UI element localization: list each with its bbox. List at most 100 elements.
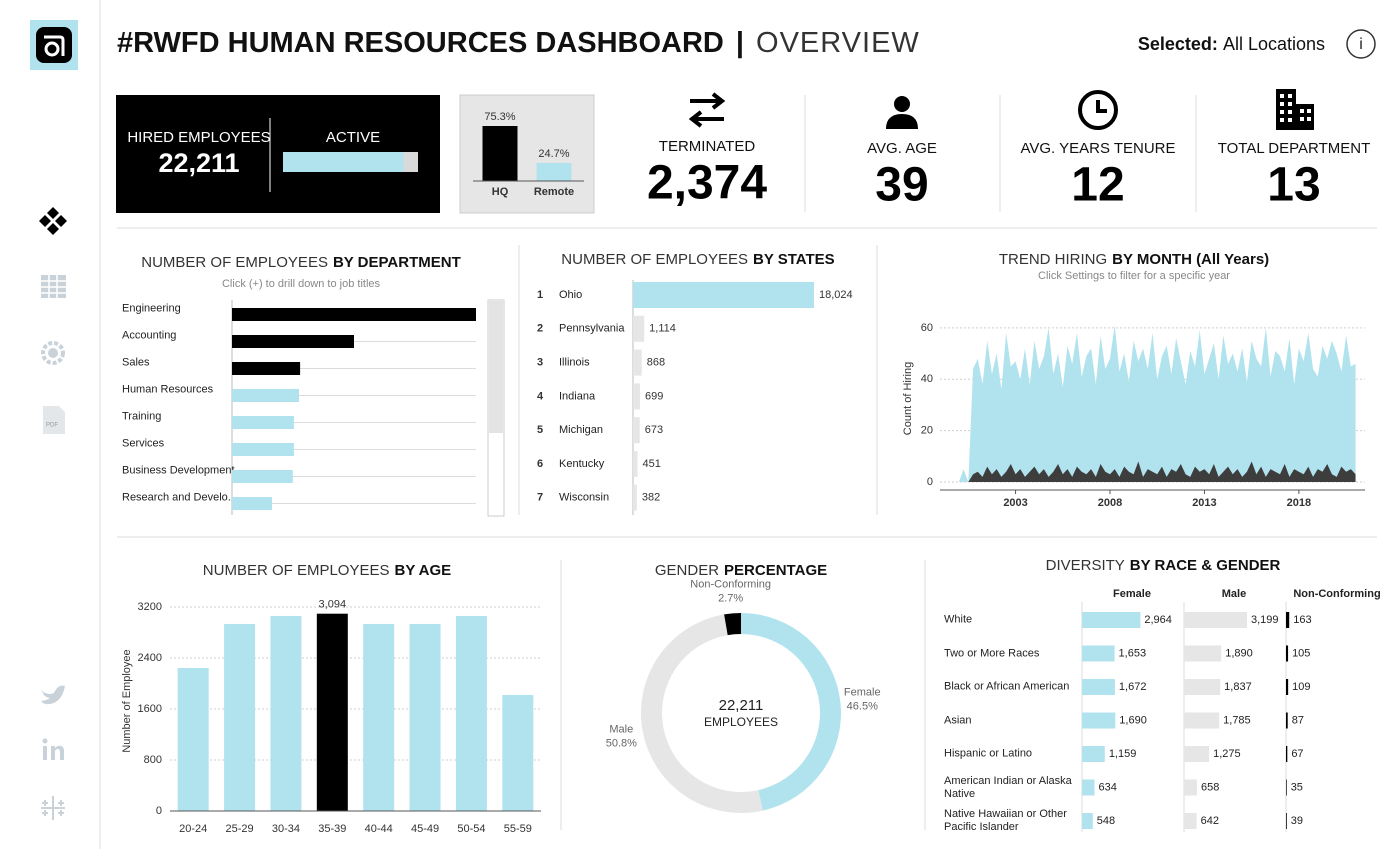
value-label: 1,837: [1224, 681, 1252, 693]
bar: [224, 623, 256, 811]
value-label: 3,199: [1251, 614, 1279, 626]
bar: [1082, 645, 1115, 662]
nav-icon: [41, 341, 65, 365]
area: [958, 325, 1356, 482]
title-text: NUMBER OF EMPLOYEES: [203, 562, 390, 579]
x-tick-label: 30-34: [272, 823, 300, 835]
bar: [1286, 779, 1287, 796]
nav-icon: [51, 745, 64, 760]
nav-icon: [47, 223, 59, 235]
x-tick-label: 50-54: [457, 823, 485, 835]
bar: [633, 349, 642, 376]
title-separator: |: [736, 27, 744, 59]
terminated-icon: [688, 92, 726, 128]
bar: [316, 613, 348, 811]
kpi-label: TOTAL DEPARTMENT: [1218, 140, 1371, 157]
category-label: Illinois: [559, 357, 590, 369]
filter-label: Selected:: [1138, 34, 1218, 54]
center-label: EMPLOYEES: [704, 715, 778, 729]
info-button[interactable]: i: [1346, 29, 1376, 59]
value-label: 699: [645, 390, 663, 402]
nav-settings[interactable]: [41, 341, 65, 365]
bar: [1184, 746, 1210, 762]
category-label: Asian: [944, 714, 972, 726]
bar: [455, 615, 487, 811]
bar: [1184, 813, 1197, 829]
rank: 6: [537, 458, 543, 470]
title-emphasis: BY DEPARTMENT: [333, 254, 461, 271]
x-tick-label: HQ: [492, 186, 509, 198]
bar: [363, 623, 395, 811]
value-label: 35: [1291, 781, 1303, 793]
nav-icon: [43, 406, 65, 434]
bar: [633, 315, 645, 342]
rank: 1: [537, 289, 543, 301]
kpi-value: 39: [875, 159, 928, 212]
bar: [232, 335, 354, 348]
slice-value: 2.7%: [718, 592, 743, 604]
bar: [232, 497, 273, 510]
rank: 2: [537, 323, 543, 335]
nav-pdf[interactable]: PDF: [43, 406, 65, 434]
linkedin-icon[interactable]: [42, 738, 65, 761]
value-label: 67: [1291, 748, 1303, 760]
info-label: i: [1359, 36, 1363, 53]
rank: 7: [537, 492, 543, 504]
building: [1296, 104, 1314, 130]
value-label: 39: [1291, 815, 1303, 827]
bar: [633, 383, 641, 410]
bar: [1184, 612, 1247, 628]
value-label: 1,275: [1213, 748, 1241, 760]
category-label: Pennsylvania: [559, 323, 625, 335]
nav-table[interactable]: [41, 275, 66, 298]
slice-label: Male: [609, 724, 633, 736]
bar: [1286, 645, 1289, 662]
kpi-value: 12: [1071, 159, 1124, 212]
series-name: Female: [1113, 588, 1151, 600]
kpi-value: 13: [1267, 159, 1320, 212]
bar: [232, 470, 293, 483]
title-text: NUMBER OF EMPLOYEES: [561, 251, 748, 268]
nav-overview[interactable]: [39, 207, 67, 235]
value-label: 24.7%: [538, 148, 569, 160]
x-tick-label: 2018: [1287, 497, 1311, 509]
series-name: Male: [1222, 588, 1246, 600]
logo[interactable]: [30, 20, 78, 70]
title-emphasis: BY RACE & GENDER: [1130, 557, 1281, 574]
x-tick-label: Remote: [534, 186, 574, 198]
title-subtitle: OVERVIEW: [756, 27, 920, 59]
kpi-value: 2,374: [647, 157, 767, 210]
scrollbar-thumb[interactable]: [489, 301, 503, 433]
nav-icon: [41, 275, 66, 298]
nav-icon: [42, 738, 48, 744]
y-tick-label: 2400: [138, 652, 162, 664]
value-label: 673: [645, 424, 663, 436]
nav-icon: [55, 215, 67, 227]
category-label: Michigan: [559, 424, 603, 436]
category-label: Training: [122, 410, 161, 422]
tableau-icon[interactable]: [41, 796, 65, 820]
value-label: 1,890: [1225, 647, 1253, 659]
nav-icon: [48, 348, 58, 358]
kpi-label: ACTIVE: [326, 129, 380, 146]
x-tick-label: 45-49: [411, 823, 439, 835]
category-label: Hispanic or Latino: [944, 747, 1033, 760]
nav-icon: [39, 215, 51, 227]
bar: [1286, 612, 1290, 628]
kpi-label: TERMINATED: [659, 138, 756, 155]
kpi-value: 22,211: [158, 148, 239, 178]
bar: [1286, 679, 1289, 695]
y-tick-label: 0: [927, 476, 933, 488]
twitter-icon[interactable]: [41, 685, 65, 705]
category-label: Research and Develo..: [122, 491, 234, 503]
x-tick-label: 40-44: [365, 823, 393, 835]
value-label: 1,653: [1119, 647, 1147, 659]
area: [958, 461, 1356, 482]
x-tick-label: 25-29: [225, 823, 253, 835]
chart-subtitle: Click (+) to drill down to job titles: [222, 278, 381, 290]
chart-title: NUMBER OF EMPLOYEES BY AGE: [203, 562, 451, 579]
value-label: 109: [1292, 681, 1310, 693]
category-label: American Indian or Alaska Native: [944, 774, 1072, 800]
bar: [1286, 712, 1288, 729]
